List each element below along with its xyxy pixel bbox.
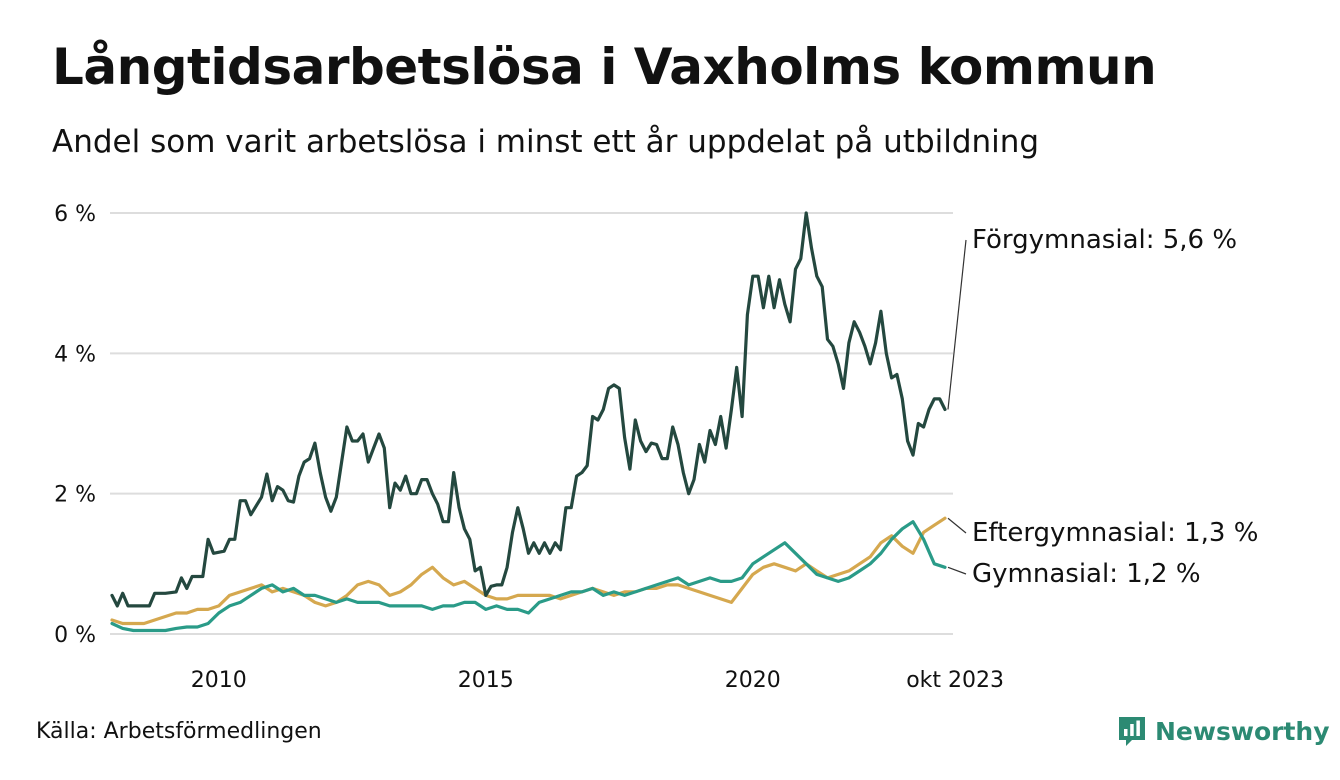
x-tick-label: 2010	[191, 668, 247, 693]
brand-logo: Newsworthy	[1117, 714, 1330, 748]
label-connector	[947, 239, 967, 410]
x-tick-label: 2020	[725, 668, 781, 693]
y-tick-label: 0 %	[54, 623, 96, 648]
gridlines	[110, 212, 953, 635]
series-end-labels: Förgymnasial: 5,6 % Gymnasial: 1,2 % Efter…	[947, 225, 1258, 589]
newsworthy-logo-icon	[1119, 717, 1145, 746]
series-line-gymnasial	[110, 520, 947, 633]
y-axis-tick-labels: 0 % 2 % 4 % 6 %	[54, 202, 96, 648]
x-axis-tick-labels: 2010 2015 2020 okt 2023	[191, 668, 1004, 693]
series-label-förgymnasial: Förgymnasial: 5,6 %	[972, 225, 1237, 255]
series-label-eftergymnasial: Eftergymnasial: 1,3 %	[972, 518, 1258, 548]
series-line-förgymnasial	[110, 211, 947, 608]
x-tick-label: okt 2023	[906, 668, 1004, 693]
series-label-gymnasial: Gymnasial: 1,2 %	[972, 559, 1201, 589]
label-connector	[947, 517, 967, 534]
source-note: Källa: Arbetsförmedlingen	[36, 719, 322, 744]
chart-subtitle: Andel som varit arbetslösa i minst ett å…	[52, 124, 1040, 160]
chart-title: Långtidsarbetslösa i Vaxholms kommun	[52, 38, 1157, 96]
y-tick-label: 4 %	[54, 342, 96, 367]
series-lines	[110, 211, 947, 633]
line-chart: 0 % 2 % 4 % 6 % 2010 2015 2020 okt 2023 Förgym…	[54, 202, 1258, 693]
label-connector	[947, 566, 967, 575]
y-tick-label: 6 %	[54, 202, 96, 227]
y-tick-label: 2 %	[54, 483, 96, 508]
brand-name: Newsworthy	[1155, 716, 1330, 746]
x-tick-label: 2015	[458, 668, 514, 693]
